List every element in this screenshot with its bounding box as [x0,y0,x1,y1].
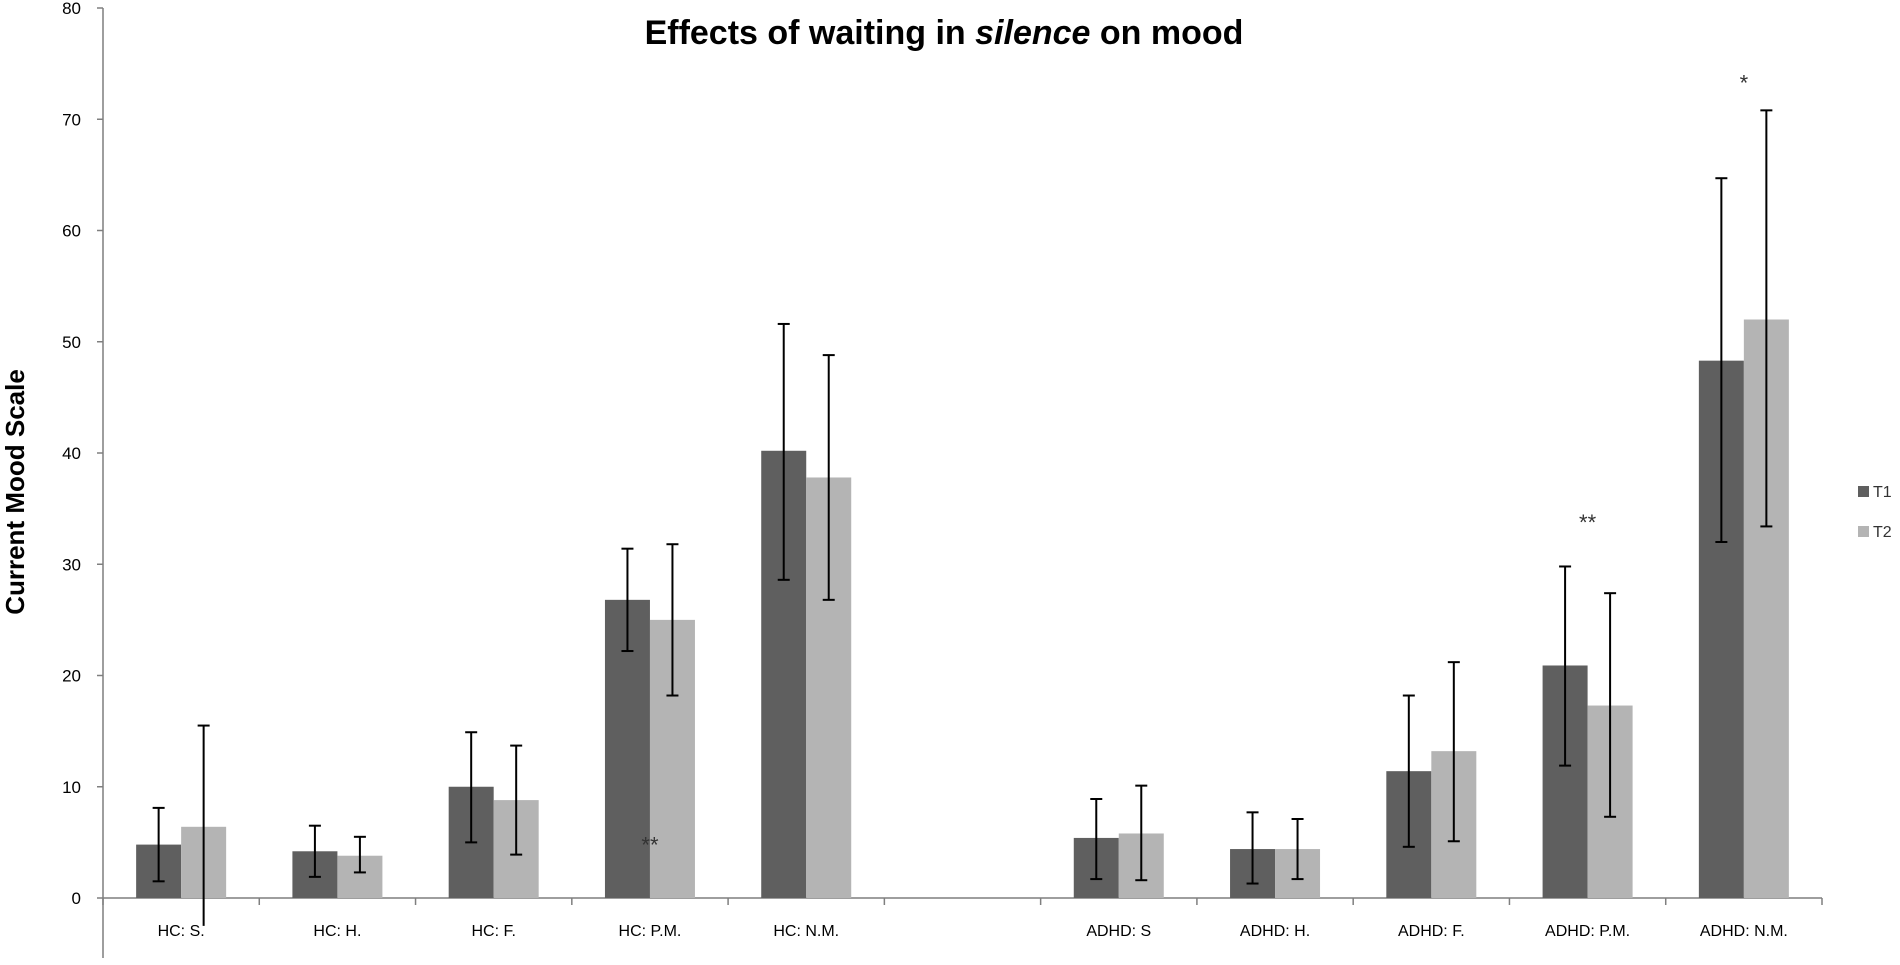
bars [136,319,1789,899]
significance-marker: ** [641,832,659,857]
y-tick-label: 0 [72,889,81,908]
x-tick-label: HC: F. [471,923,515,940]
y-tick-label: 20 [62,667,81,686]
significance-marker: ** [1579,510,1597,535]
y-axis: 0 10 20 30 40 50 60 70 80 [62,0,104,958]
x-tick-label: ADHD: H. [1240,923,1310,940]
x-tick-label: HC: S. [158,923,205,940]
x-tick-label: ADHD: S [1086,923,1151,940]
y-tick-label: 60 [62,222,81,241]
error-bars [152,109,1773,926]
x-axis: HC: S. HC: H. HC: F. HC: P.M. HC: N.M. ADHD: … [102,897,1823,940]
y-tick-label: 10 [62,778,81,797]
y-tick-label: 80 [62,0,81,18]
legend-label-t1: T1 [1873,484,1892,501]
chart-title-italic-word: silence [975,14,1090,52]
chart-title: Effects of waiting in silence on mood [645,14,1244,52]
annotations: ***** [641,70,1748,857]
y-tick-label: 40 [62,444,81,463]
x-tick-label: ADHD: F. [1398,923,1465,940]
legend: T1 T2 [1858,484,1892,541]
chart-title-part-3: on mood [1090,14,1243,52]
x-tick-label: ADHD: N.M. [1700,923,1788,940]
y-tick-label: 30 [62,555,81,574]
y-tick-label: 50 [62,333,81,352]
legend-label-t2: T2 [1873,524,1892,541]
significance-marker: * [1740,70,1749,95]
x-tick-label: HC: P.M. [619,923,682,940]
legend-swatch-t1 [1858,486,1869,497]
x-tick-label: HC: N.M. [773,923,839,940]
chart-title-part-1: Effects of waiting in [645,14,976,52]
y-axis-label: Current Mood Scale [0,369,30,615]
legend-swatch-t2 [1858,526,1869,537]
y-tick-label: 70 [62,110,81,129]
x-tick-label: ADHD: P.M. [1545,923,1630,940]
x-tick-label: HC: H. [313,923,361,940]
